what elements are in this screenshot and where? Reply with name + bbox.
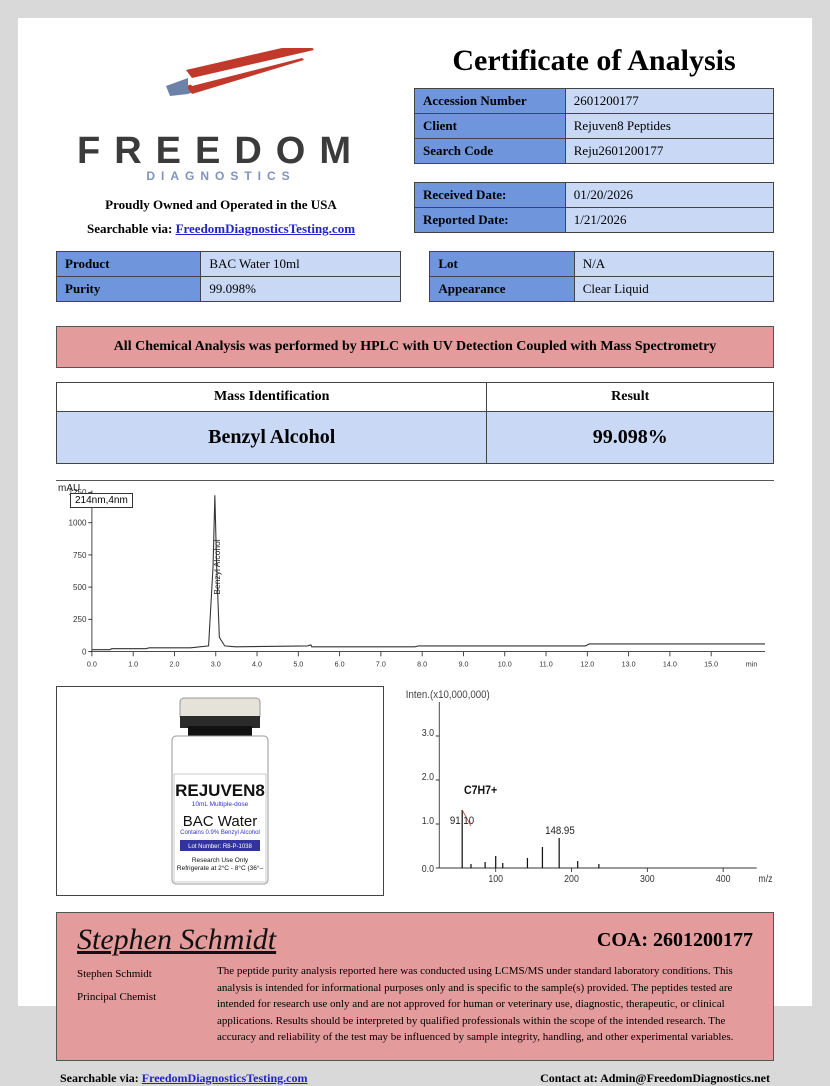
svg-text:2.0: 2.0	[421, 770, 433, 782]
svg-text:1.0: 1.0	[128, 660, 138, 669]
svg-text:1000: 1000	[69, 517, 87, 527]
header-section: FREEDOM DIAGNOSTICS Proudly Owned and Op…	[56, 38, 774, 237]
product-table: Product BAC Water 10ml Purity 99.098%	[56, 251, 401, 302]
final-footer-row: Searchable via: FreedomDiagnosticsTestin…	[56, 1071, 774, 1086]
vial-dose-text: 10mL Multiple-dose	[192, 801, 249, 808]
vial-icon: REJUVEN8 10mL Multiple-dose BAC Water Co…	[150, 696, 290, 886]
table-row: Accession Number 2601200177	[415, 89, 774, 114]
ms-x-labels: 100 200 300 400 m/z	[488, 872, 773, 884]
svg-text:7.0: 7.0	[376, 660, 386, 669]
chrom-y-ticks	[88, 492, 92, 651]
svg-text:750: 750	[73, 550, 87, 560]
vial-contains-text: Contains 0.9% Benzyl Alcohol	[180, 830, 260, 836]
brand-logo-block: FREEDOM DIAGNOSTICS Proudly Owned and Op…	[56, 48, 386, 237]
coa-number-text: COA: 2601200177	[597, 929, 753, 952]
table-row: Appearance Clear Liquid	[430, 277, 774, 302]
svg-text:9.0: 9.0	[458, 660, 468, 669]
ms-secondary-peak-mz: 148.95	[545, 826, 575, 838]
vial-image-panel: REJUVEN8 10mL Multiple-dose BAC Water Co…	[56, 686, 384, 896]
svg-text:12.0: 12.0	[580, 660, 594, 669]
svg-text:3.0: 3.0	[421, 726, 433, 738]
signature-row: Stephen Schmidt COA: 2601200177	[77, 923, 753, 957]
brand-searchable-link[interactable]: FreedomDiagnosticsTesting.com	[176, 221, 355, 236]
chrom-y-labels: 0 250 500 750 1000 1250	[69, 487, 87, 656]
brand-searchable-line: Searchable via: FreedomDiagnosticsTestin…	[56, 221, 386, 237]
chrom-x-ticks	[92, 652, 711, 657]
svg-text:m/z: m/z	[758, 872, 772, 884]
table-row: Received Date: 01/20/2026	[415, 183, 774, 208]
svg-text:2.0: 2.0	[169, 660, 179, 669]
disclaimer-labels: Stephen Schmidt Principal Chemist	[77, 963, 217, 1046]
table-row: Purity 99.098%	[57, 277, 401, 302]
svg-text:5.0: 5.0	[293, 660, 303, 669]
accession-info-table: Accession Number 2601200177 Client Rejuven…	[414, 88, 774, 164]
ms-x-ticks	[495, 868, 722, 872]
svg-text:200: 200	[564, 872, 579, 884]
svg-text:300: 300	[640, 872, 655, 884]
ms-main-peak-mz: 91.10	[450, 816, 474, 828]
svg-text:1.0: 1.0	[421, 814, 433, 826]
table-row: Product BAC Water 10ml	[57, 252, 401, 277]
certificate-sheet: FREEDOM DIAGNOSTICS Proudly Owned and Op…	[18, 18, 812, 1006]
svg-text:0.0: 0.0	[87, 660, 97, 669]
svg-text:8.0: 8.0	[417, 660, 427, 669]
brand-name-text: FREEDOM	[56, 130, 386, 173]
product-lot-section: Product BAC Water 10ml Purity 99.098% Lot N…	[56, 251, 774, 306]
page-background: FREEDOM DIAGNOSTICS Proudly Owned and Op…	[0, 0, 830, 1024]
vial-lot-text: Lot Number: R8-P-1038	[188, 844, 252, 850]
date-info-table: Received Date: 01/20/2026 Reported Date: 1…	[414, 182, 774, 233]
svg-text:14.0: 14.0	[663, 660, 677, 669]
table-row: Search Code Reju2601200177	[415, 139, 774, 164]
chem-analysis-banner: All Chemical Analysis was performed by H…	[56, 326, 774, 368]
svg-text:3.0: 3.0	[211, 660, 221, 669]
final-footer-link[interactable]: FreedomDiagnosticsTesting.com	[142, 1071, 308, 1085]
coa-title-block: Certificate of Analysis Accession Number…	[414, 44, 774, 237]
final-footer-searchable: Searchable via: FreedomDiagnosticsTestin…	[60, 1071, 307, 1086]
table-row: Reported Date: 1/21/2026	[415, 208, 774, 233]
svg-text:250: 250	[73, 614, 87, 624]
mass-identification-table: Mass Identification Result Benzyl Alcoho…	[56, 382, 774, 464]
ms-y-labels: 0.0 1.0 2.0 3.0	[421, 726, 433, 874]
svg-text:0.0: 0.0	[421, 862, 433, 874]
final-footer-contact: Contact at: Admin@FreedomDiagnostics.net	[540, 1071, 770, 1086]
ms-y-ticks	[435, 736, 439, 868]
ms-peak-bars	[462, 810, 599, 868]
vial-usage1-text: Research Use Only	[192, 857, 249, 864]
signature-text: Stephen Schmidt	[77, 923, 276, 957]
svg-text:15.0: 15.0	[704, 660, 718, 669]
vial-usage2-text: Refrigerate at 2°C - 8°C (36°–	[177, 864, 264, 872]
table-row: Client Rejuven8 Peptides	[415, 114, 774, 139]
footer-signature-block: Stephen Schmidt COA: 2601200177 Stephen …	[56, 912, 774, 1061]
svg-text:0: 0	[82, 646, 87, 656]
svg-text:4.0: 4.0	[252, 660, 262, 669]
svg-text:13.0: 13.0	[622, 660, 636, 669]
chrom-peak-label: Benzyl Alcohol	[212, 539, 222, 595]
ms-svg-plot: Inten.(x10,000,000) 0.0 1.0 2.0 3.0	[404, 686, 774, 896]
ms-y-unit-label: Inten.(x10,000,000)	[405, 690, 489, 702]
disclaimer-text: The peptide purity analysis reported her…	[217, 963, 753, 1046]
vial-brand-text: REJUVEN8	[175, 781, 265, 800]
table-row: Lot N/A	[430, 252, 774, 277]
svg-text:400: 400	[716, 872, 731, 884]
chrom-svg-plot: 0 250 500 750 1000 1250	[56, 481, 774, 680]
lot-table: Lot N/A Appearance Clear Liquid	[429, 251, 774, 302]
ms-main-peak-formula: C7H7+	[464, 784, 498, 797]
svg-text:min: min	[746, 660, 758, 669]
page-title: Certificate of Analysis	[414, 44, 774, 78]
chrom-detector-box: 214nm,4nm	[70, 493, 133, 508]
svg-text:500: 500	[73, 582, 87, 592]
bottom-panels-section: REJUVEN8 10mL Multiple-dose BAC Water Co…	[56, 686, 774, 896]
chromatogram-chart: mAU 214nm,4nm 0 250 500	[56, 480, 774, 680]
brand-tagline-text: Proudly Owned and Operated in the USA	[56, 197, 386, 213]
svg-text:11.0: 11.0	[539, 660, 552, 669]
svg-text:100: 100	[488, 872, 503, 884]
eagle-icon	[126, 48, 316, 128]
mass-spec-chart: Inten.(x10,000,000) 0.0 1.0 2.0 3.0	[404, 686, 774, 896]
svg-text:10.0: 10.0	[498, 660, 512, 669]
chrom-trace-line	[92, 495, 765, 649]
svg-text:6.0: 6.0	[335, 660, 345, 669]
vial-product-text: BAC Water	[183, 813, 257, 830]
disclaimer-row: Stephen Schmidt Principal Chemist The pe…	[77, 963, 753, 1046]
chrom-x-labels: 0.0 1.0 2.0 3.0 4.0 5.0 6.0 7.0 8.0 9.0 …	[87, 660, 757, 669]
